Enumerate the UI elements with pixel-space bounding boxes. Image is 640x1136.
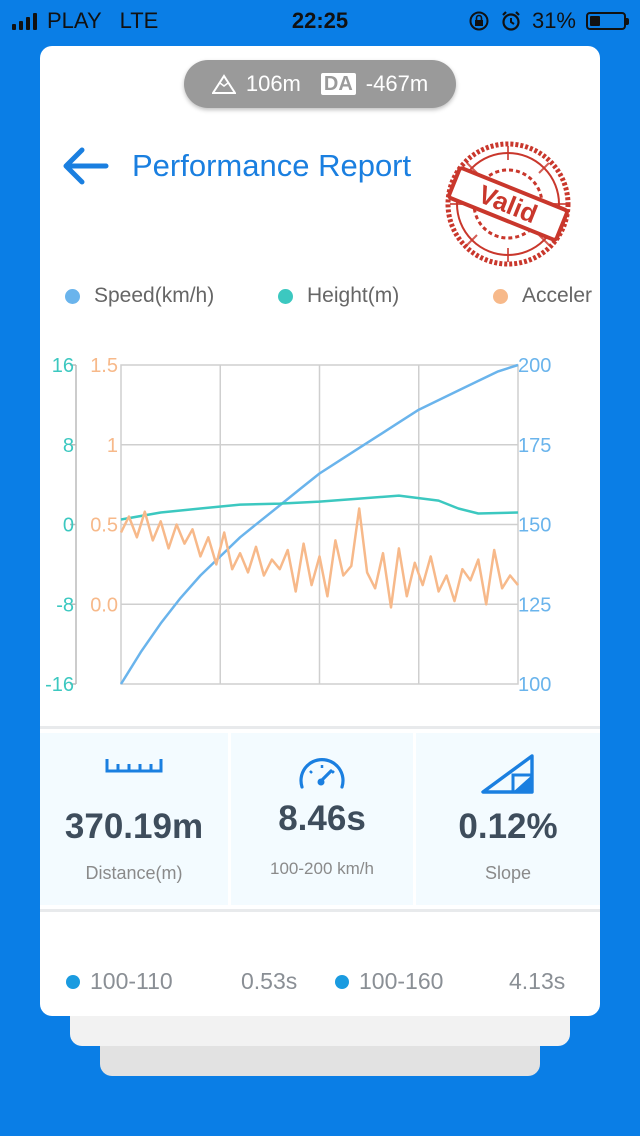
alarm-icon: [502, 11, 520, 31]
split-dot: [335, 974, 349, 989]
speed-tick-label: 175: [518, 435, 551, 457]
altitude-value: 106m: [245, 71, 301, 96]
legend-dot-acceleration: [493, 288, 508, 304]
split-label: 100-160: [359, 968, 444, 994]
stat-distance-label: Distance(m): [85, 863, 183, 883]
split-time: 4.13s: [509, 968, 566, 994]
valid-stamp: Valid: [445, 141, 571, 267]
chart-grid: [70, 364, 519, 685]
split-time: 0.53s: [241, 968, 298, 994]
stat-time: 8.46s 100-200 km/h: [231, 733, 413, 905]
density-altitude-value: -467m: [365, 71, 429, 96]
rotation-lock-icon: [469, 11, 489, 31]
carrier-name: PLAY: [47, 8, 102, 33]
card-stack-shadow-1: [70, 1010, 570, 1046]
altitude-pill: 106m DA -467m: [184, 60, 456, 108]
split-times: 100-110 0.53s 100-160 4.13s: [40, 964, 600, 1004]
speed-tick-label: 200: [518, 355, 551, 377]
stats-panel: 370.19m Distance(m) 8.46s 100-200 km/h 0…: [40, 726, 600, 912]
stat-time-label: 100-200 km/h: [270, 859, 374, 878]
height-tick-label: -16: [45, 674, 74, 696]
speed-tick-label: 100: [518, 674, 551, 696]
acceleration-tick-label: 1.5: [90, 355, 118, 377]
card-stack-shadow-2: [100, 1040, 540, 1076]
legend-label-height: Height(m): [307, 284, 400, 307]
chart-ticks: 16 8 0 -8 -16 1.5 1 0.5 0.0 200 175 150 125 100: [45, 355, 551, 696]
height-tick-label: 16: [52, 355, 74, 377]
split-label: 100-110: [90, 968, 173, 994]
page-title: Performance Report: [132, 148, 412, 183]
stat-slope-label: Slope: [484, 863, 532, 883]
legend-label-speed: Speed(km/h): [94, 284, 215, 307]
chart-lines: [119, 363, 519, 685]
battery-percent: 31%: [531, 8, 576, 33]
split-item: 100-160: [335, 968, 443, 995]
legend-item-height[interactable]: Height(m): [278, 284, 399, 308]
mountain-icon: [211, 74, 236, 94]
speed-tick-label: 125: [518, 594, 551, 616]
acceleration-tick-label: 0.5: [90, 515, 118, 537]
da-badge: DA: [320, 73, 356, 95]
status-bar: PLAY LTE 22:25 31%: [0, 0, 640, 42]
series-line-acceleration: [119, 507, 519, 609]
height-tick-label: 8: [63, 435, 74, 457]
battery-icon: [586, 12, 629, 30]
legend-label-acceleration: Acceler: [522, 284, 593, 307]
signal-icon: [12, 12, 37, 30]
performance-chart: 16 8 0 -8 -16 1.5 1 0.5 0.0 200 175 150 125 100: [45, 355, 551, 696]
acceleration-tick-label: 0.0: [90, 594, 118, 616]
legend-item-speed[interactable]: Speed(km/h): [65, 284, 214, 308]
height-tick-label: -8: [56, 594, 74, 616]
network-type: LTE: [119, 8, 159, 33]
stat-slope: 0.12% Slope: [416, 733, 600, 905]
split-dot: [66, 974, 80, 989]
split-item: 100-110: [66, 968, 173, 995]
acceleration-tick-label: 1: [107, 435, 118, 457]
series-line-height: [120, 494, 519, 521]
stat-time-value: 8.46s: [278, 799, 366, 838]
legend-item-acceleration[interactable]: Acceler: [493, 284, 592, 308]
stat-distance-value: 370.19m: [64, 807, 204, 846]
stat-slope-value: 0.12%: [458, 807, 558, 846]
chart-legend: Speed(km/h) Height(m) Acceler: [40, 284, 600, 320]
clock: 22:25: [291, 8, 349, 33]
back-arrow-icon[interactable]: [58, 144, 114, 188]
height-tick-label: 0: [63, 515, 74, 537]
speedometer-icon: [299, 758, 345, 789]
ruler-icon: [105, 759, 163, 773]
speed-tick-label: 150: [518, 515, 551, 537]
slope-icon: [481, 754, 534, 794]
legend-dot-height: [278, 288, 293, 304]
legend-dot-speed: [65, 288, 80, 304]
series-line-speed: [119, 363, 519, 685]
stat-distance: 370.19m Distance(m): [40, 733, 228, 905]
report-card: 106m DA -467m Performance Report Valid S…: [40, 46, 600, 1016]
